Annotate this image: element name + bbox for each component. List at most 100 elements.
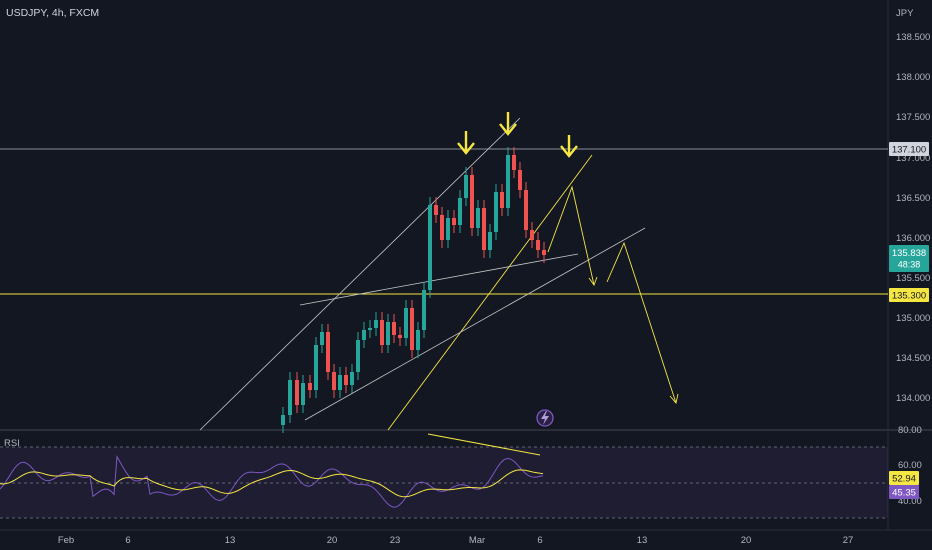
time-tick: 6 <box>125 535 130 546</box>
price-tick: 136.000 <box>896 233 930 244</box>
time-tick: 13 <box>637 535 648 546</box>
arrow-down-icon <box>560 135 578 158</box>
candle-body <box>494 192 498 232</box>
candle-body <box>350 372 354 385</box>
arrow-down-icon <box>457 131 475 155</box>
rsi-line[interactable] <box>0 455 544 508</box>
candle-body <box>524 190 528 230</box>
projection-path-1[interactable] <box>547 185 595 286</box>
candle-body <box>410 308 414 350</box>
candle-body <box>452 218 456 225</box>
time-tick: Feb <box>58 535 74 546</box>
rsi-tick-80: 80.00 <box>898 425 922 436</box>
candle-body <box>470 175 474 228</box>
candle-body <box>308 383 312 390</box>
support-price-text: 135.300 <box>892 291 926 302</box>
time-tick: 20 <box>741 535 752 546</box>
price-tick: 136.500 <box>896 193 930 204</box>
price-tick: 137.000 <box>896 153 930 164</box>
rsi-ma-badge <box>889 471 919 485</box>
candle-body <box>332 372 336 390</box>
wedge-lower-line[interactable] <box>304 227 646 421</box>
current-price-badge <box>889 245 929 272</box>
candle-body <box>536 240 540 250</box>
candle-body <box>506 155 510 208</box>
time-tick: 13 <box>225 535 236 546</box>
candle-body <box>281 415 285 425</box>
wedge-upper-line[interactable] <box>299 253 579 306</box>
candle-body <box>392 322 396 335</box>
resistance-price-badge <box>889 142 929 156</box>
price-tick: 134.500 <box>896 353 930 364</box>
candle-body <box>428 205 432 290</box>
candle-body <box>446 218 450 240</box>
candle-body <box>356 340 360 372</box>
rsi-band <box>0 447 888 518</box>
price-axis[interactable]: 138.500 138.000 137.500 137.000 136.500 136.0… <box>896 32 930 404</box>
time-tick: 27 <box>843 535 854 546</box>
candle-body <box>386 322 390 345</box>
candle-body <box>301 383 305 405</box>
support-price-badge <box>889 288 929 302</box>
candle-body <box>500 192 504 208</box>
rsi-value: 45.35 <box>892 488 916 499</box>
channel-upper-line[interactable] <box>199 117 521 431</box>
price-tick: 135.500 <box>896 273 930 284</box>
candle-body <box>488 232 492 250</box>
candle-body <box>288 380 292 415</box>
current-price-text: 135.838 <box>892 248 926 259</box>
candle-body <box>362 330 366 340</box>
time-tick: Mar <box>469 535 485 546</box>
candle-body <box>512 155 516 170</box>
price-tick: 137.500 <box>896 112 930 123</box>
symbol-title[interactable]: USDJPY, 4h, FXCM <box>6 7 100 19</box>
candle-body <box>338 375 342 390</box>
projection-arrowhead-2 <box>669 393 679 404</box>
bar-countdown-text: 48:38 <box>898 260 921 270</box>
channel-lower-line[interactable] <box>387 154 593 431</box>
candle-body <box>482 208 486 250</box>
price-tick: 135.000 <box>896 313 930 324</box>
rsi-ma-line[interactable] <box>0 469 544 498</box>
candle-body <box>398 335 402 338</box>
candle-body <box>434 205 438 215</box>
projection-path-2[interactable] <box>606 241 677 404</box>
time-tick: 6 <box>537 535 542 546</box>
candle-body <box>440 215 444 240</box>
projection-arrowhead-1 <box>588 276 598 286</box>
candle-body <box>422 290 426 330</box>
candle-body <box>458 198 462 225</box>
arrow-down-icon <box>499 112 517 136</box>
time-tick: 23 <box>390 535 401 546</box>
candle-body <box>530 230 534 240</box>
candle-body <box>380 320 384 345</box>
candle-body <box>295 380 299 405</box>
price-tick: 134.000 <box>896 393 930 404</box>
candle-body <box>518 170 522 190</box>
rsi-value-badge <box>889 485 919 499</box>
rsi-tick-40: 40.00 <box>898 496 922 507</box>
rsi-ma-value: 52.94 <box>892 474 916 485</box>
candle-body <box>368 328 372 330</box>
resistance-price-text: 137.100 <box>892 145 926 156</box>
price-tick: 138.000 <box>896 72 930 83</box>
candle-body <box>542 250 546 255</box>
lightning-icon[interactable] <box>536 409 554 427</box>
time-tick: 20 <box>327 535 338 546</box>
candle-body <box>314 345 318 390</box>
currency-label: JPY <box>896 8 914 19</box>
candle-body <box>320 332 324 345</box>
rsi-label: RSI <box>4 438 20 449</box>
rsi-divergence-line[interactable] <box>427 433 541 456</box>
candlestick-series[interactable] <box>281 147 546 433</box>
price-tick: 138.500 <box>896 32 930 43</box>
candle-body <box>344 375 348 385</box>
candle-body <box>374 320 378 328</box>
candle-body <box>404 308 408 338</box>
candle-body <box>326 332 330 372</box>
candle-body <box>476 208 480 228</box>
candle-body <box>464 175 468 198</box>
rsi-tick-60: 60.00 <box>898 460 922 471</box>
time-axis[interactable]: Feb 6 13 20 23 Mar 6 13 20 27 <box>58 535 853 546</box>
